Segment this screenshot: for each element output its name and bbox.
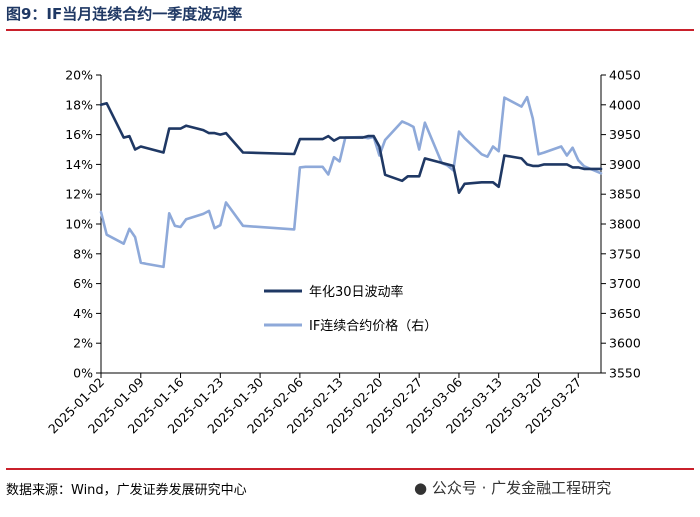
legend-label-price: IF连续合约价格（右）: [309, 318, 437, 334]
legend: 年化30日波动率 IF连续合约价格（右）: [264, 284, 437, 334]
y-left-tick-label: 16%: [65, 127, 93, 142]
y-left-tick-label: 20%: [65, 68, 93, 83]
y-right-tick-label: 3950: [609, 127, 641, 142]
axes-layer: 0% 2% 4% 6% 8% 10% 12% 14% 16% 18% 20% 3550 3600 3650…: [45, 68, 641, 437]
y-right-tick-label: 3850: [609, 187, 641, 202]
watermark: ● 公众号 · 广发金融工程研究: [414, 477, 611, 498]
y-left-tick-label: 0%: [73, 366, 93, 381]
watermark-label: 公众号 · 广发金融工程研究: [431, 479, 612, 497]
y-right-tick-label: 3550: [609, 366, 641, 381]
y-right-tick-label: 3800: [609, 217, 641, 232]
y-left-tick-label: 10%: [65, 217, 93, 232]
series-line-price: [99, 95, 603, 269]
wechat-icon: ●: [414, 479, 428, 497]
y-right-tick-label: 3600: [609, 336, 641, 351]
y-left-tick-label: 12%: [65, 187, 93, 202]
y-right-tick-label: 3700: [609, 276, 641, 291]
y-left-tick-label: 6%: [73, 276, 93, 291]
chart-title: 图9：IF当月连续合约一季度波动率: [6, 5, 243, 23]
y-right-tick-label: 4000: [609, 97, 641, 112]
y-right-tick-label: 3750: [609, 246, 641, 261]
y-left-tick-label: 14%: [65, 157, 93, 172]
y-left-tick-label: 18%: [65, 97, 93, 112]
y-left-tick-label: 8%: [73, 246, 93, 261]
y-left-tick-label: 2%: [73, 336, 93, 351]
y-left-tick-label: 4%: [73, 306, 93, 321]
legend-label-vol: 年化30日波动率: [309, 284, 404, 300]
y-right-tick-label: 4050: [609, 68, 641, 83]
source-note: 数据来源：Wind，广发证券发展研究中心: [6, 483, 247, 498]
y-right-tick-label: 3900: [609, 157, 641, 172]
series-layer: [99, 95, 603, 269]
title-rule: [6, 29, 694, 31]
chart-canvas: 0% 2% 4% 6% 8% 10% 12% 14% 16% 18% 20% 3550 3600 3650…: [45, 68, 641, 437]
y-right-tick-label: 3650: [609, 306, 641, 321]
footer-rule: [6, 468, 694, 470]
series-line-volatility: [99, 102, 603, 194]
